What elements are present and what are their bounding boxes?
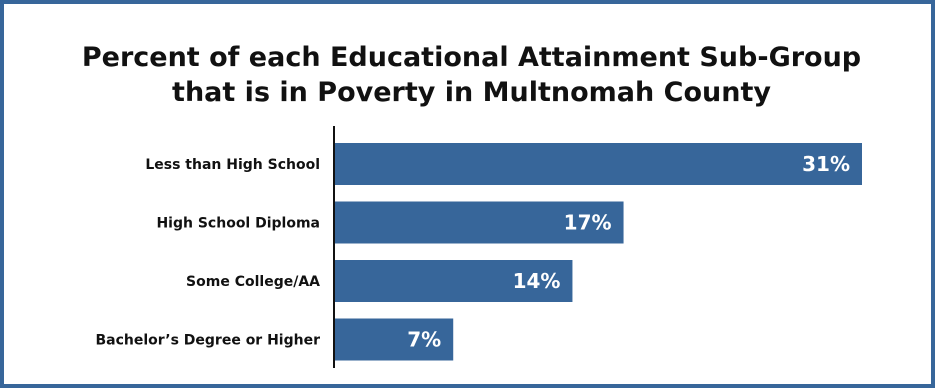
data-label: 31% — [802, 152, 850, 176]
category-label: Some College/AA — [186, 274, 320, 290]
bar — [334, 201, 624, 244]
chart-title-line-2: that is in Poverty in Multnomah County — [172, 77, 771, 108]
chart-title: Percent of each Educational Attainment S… — [4, 40, 935, 110]
chart-title-line-1: Percent of each Educational Attainment S… — [81, 42, 862, 73]
bar — [334, 143, 862, 185]
category-label: Less than High School — [145, 157, 320, 173]
category-label: Bachelor’s Degree or Higher — [95, 333, 320, 349]
data-label: 7% — [407, 328, 441, 352]
bar — [334, 260, 573, 302]
bar — [334, 318, 454, 361]
data-label: 14% — [513, 269, 561, 293]
data-label: 17% — [564, 211, 612, 235]
category-label: High School Diploma — [156, 216, 320, 232]
